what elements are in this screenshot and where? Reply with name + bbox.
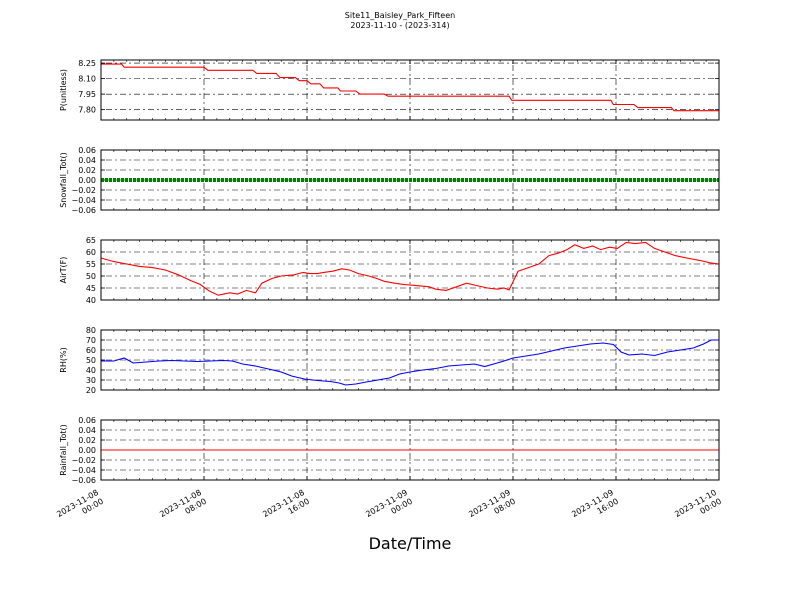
series-line [100, 241, 720, 296]
y-tick-label: 7.80 [78, 106, 96, 115]
y-tick-label: −0.04 [71, 196, 96, 205]
y-tick-label: 0.02 [78, 166, 96, 175]
chart-title: Site11_Baisley_Park_Fifteen [344, 11, 456, 20]
chart-subtitle: 2023-11-10 - (2023-314) [350, 21, 450, 30]
series-line [101, 63, 719, 112]
y-tick-label: −0.06 [71, 206, 96, 215]
y-tick-label: −0.02 [71, 456, 96, 465]
y-tick-label: 40 [86, 366, 96, 375]
y-tick-label: 0.02 [78, 436, 96, 445]
panel-2: 0.060.040.020.00−0.02−0.04−0.06Snowfall_… [59, 146, 720, 215]
x-tick-label: 2023-11-1000:00 [673, 488, 723, 528]
y-axis-label: AirT(F) [59, 257, 68, 284]
y-tick-label: 80 [86, 326, 96, 335]
y-tick-label: 40 [86, 296, 96, 305]
panel-frame [100, 59, 720, 121]
y-axis-label: RH(%) [59, 347, 68, 372]
y-tick-label: 8.25 [78, 59, 96, 68]
y-tick-label: 0.04 [78, 426, 96, 435]
y-tick-label: 7.95 [78, 90, 96, 99]
y-axis-label: Rainfall_Tot() [59, 424, 68, 476]
series-line [101, 339, 719, 386]
x-tick-label: 2023-11-0908:00 [467, 488, 517, 528]
y-tick-label: 0.06 [78, 416, 96, 425]
x-axis-label: Date/Time [368, 534, 452, 553]
y-tick-label: 60 [86, 248, 96, 257]
panel-frame [100, 149, 720, 211]
y-tick-label: −0.02 [71, 186, 96, 195]
x-tick-label: 2023-11-0916:00 [570, 488, 620, 528]
y-tick-label: 65 [86, 236, 96, 245]
y-tick-label: −0.06 [71, 476, 96, 485]
x-tick-label: 2023-11-0900:00 [364, 488, 414, 528]
y-tick-label: 20 [86, 386, 96, 395]
panel-5: 0.060.040.020.00−0.02−0.04−0.06Rainfall_… [59, 416, 720, 485]
x-tick-label: 2023-11-0808:00 [158, 488, 208, 528]
y-tick-label: 60 [86, 346, 96, 355]
panel-3: 65 60 55 50 45 40 AirT(F) [59, 236, 720, 305]
panel-frame [100, 329, 720, 391]
x-tick-label: 2023-11-0800:00 [55, 488, 105, 528]
y-axis-label: P(unitless) [59, 69, 68, 111]
x-tick-label: 2023-11-0816:00 [261, 488, 311, 528]
panel-frame [100, 419, 720, 481]
panel-1: 8.25 8.10 7.95 7.80 P(unitless) [59, 59, 720, 121]
y-tick-label: 45 [86, 284, 96, 293]
panel-frame [100, 239, 720, 301]
y-tick-label: 0.00 [78, 176, 96, 185]
y-axis-label: Snowfall_Tot() [59, 152, 68, 208]
y-tick-label: 55 [86, 260, 96, 269]
y-tick-label: 70 [86, 336, 96, 345]
y-tick-label: 0.04 [78, 156, 96, 165]
y-tick-label: 0.00 [78, 446, 96, 455]
y-tick-label: 30 [86, 376, 96, 385]
y-tick-label: 0.06 [78, 146, 96, 155]
y-tick-label: 50 [86, 356, 96, 365]
y-tick-label: 50 [86, 272, 96, 281]
y-tick-label: −0.04 [71, 466, 96, 475]
y-tick-label: 8.10 [78, 75, 96, 84]
